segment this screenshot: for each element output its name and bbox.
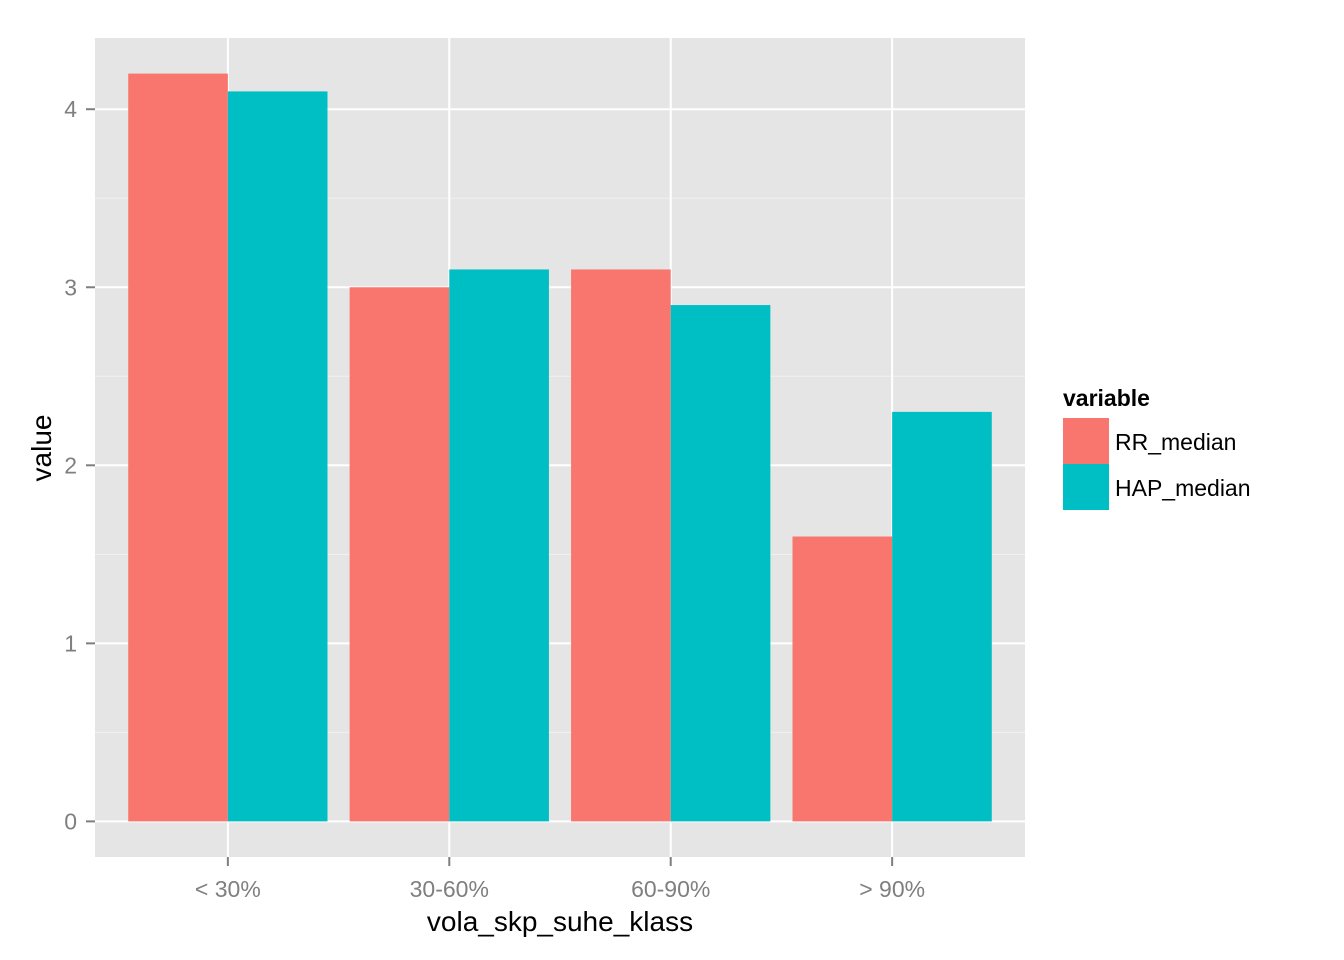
x-tick-label: < 30% [195,876,261,902]
x-tick-label: 60-90% [631,876,710,902]
y-axis-title: value [26,415,57,482]
y-tick-label: 3 [64,274,77,300]
bar-HAP_median-1 [449,269,549,822]
bar-HAP_median-2 [670,305,771,822]
y-tick-label: 0 [64,808,77,834]
x-tick-label: > 90% [859,876,925,902]
legend-swatch-RR_median [1063,418,1109,464]
legend-title: variable [1063,385,1150,411]
y-axis: 0 1 2 3 4 [64,96,95,834]
bar-HAP_median-0 [227,91,328,822]
legend-label-HAP_median: HAP_median [1115,475,1251,501]
bar-RR_median-1 [349,287,450,822]
x-axis: < 30% 30-60% 60-90% > 90% [195,857,925,902]
y-tick-label: 1 [64,630,77,656]
legend-label-RR_median: RR_median [1115,429,1236,455]
bar-HAP_median-3 [892,411,992,822]
y-tick-label: 4 [64,96,77,122]
bar-RR_median-3 [792,536,893,822]
y-tick-label: 2 [64,452,77,478]
legend: variable RR_median HAP_median [1063,385,1251,510]
x-axis-title: vola_skp_suhe_klass [427,906,693,937]
bar-RR_median-2 [571,269,671,822]
legend-swatch-HAP_median [1063,464,1109,510]
x-tick-label: 30-60% [410,876,489,902]
bar-RR_median-0 [128,73,228,822]
legend-items: RR_median HAP_median [1063,418,1251,510]
bars [128,73,992,822]
